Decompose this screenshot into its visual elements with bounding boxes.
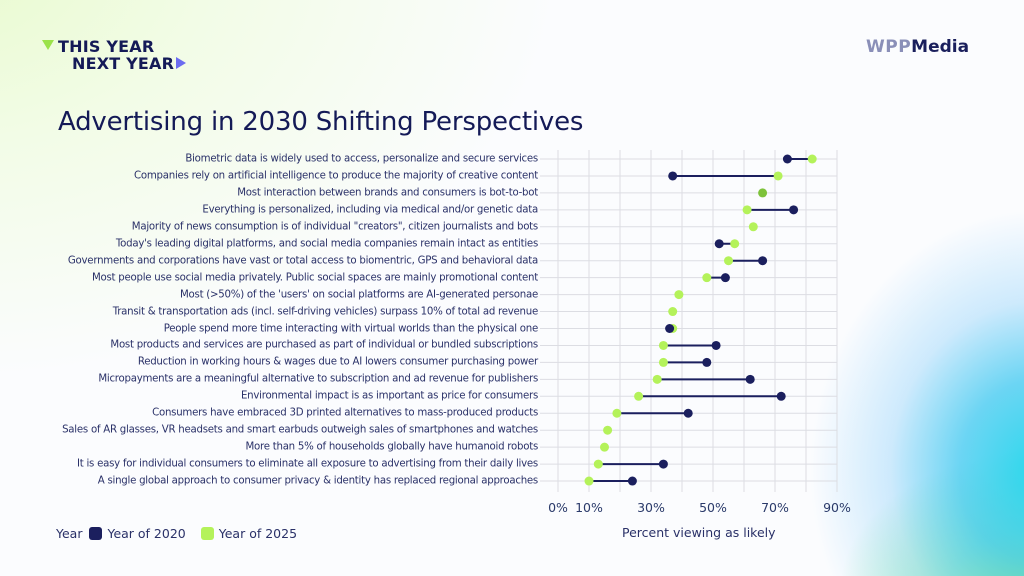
category-label: Companies rely on artificial intelligenc… [134,170,538,182]
data-point-2025 [724,256,733,266]
data-point-2025 [593,459,603,469]
logo-media: Media [911,37,970,57]
data-point-2025 [773,171,783,181]
logo-text-this-year: THIS YEAR [58,37,155,56]
data-point-2025 [658,357,668,367]
category-label: It is easy for individual consumers to e… [76,458,538,470]
data-point-2025 [658,340,668,350]
x-tick-label: 10% [575,500,603,515]
data-point-2020 [782,154,792,164]
data-point-overlap [758,188,768,198]
category-label: Governments and corporations have vast o… [67,255,538,267]
data-point-2020 [665,324,675,333]
x-tick-label: 50% [699,500,727,515]
data-point-2025 [674,290,684,300]
data-point-2025 [807,154,817,164]
category-label: Sales of AR glasses, VR headsets and sma… [62,424,538,436]
data-point-2025 [748,222,758,232]
category-label: Most (>50%) of the 'users' on social pla… [179,289,538,301]
data-point-2025 [634,391,644,401]
x-tick-label: 30% [637,500,665,515]
category-label: Biometric data is widely used to access,… [185,153,538,165]
data-point-2025 [652,374,662,384]
data-point-2020 [668,171,678,181]
category-label: People spend more time interacting with … [163,323,539,334]
category-label: Consumers have embraced 3D printed alter… [152,407,538,419]
logo-wpp: WPP [866,37,912,57]
data-point-2020 [776,391,786,401]
data-point-2025 [742,205,752,215]
data-point-2025 [730,239,740,249]
data-point-2025 [603,425,613,435]
data-point-2020 [658,459,668,469]
category-label: Today's leading digital platforms, and s… [115,238,538,250]
legend: Year Year of 2020 Year of 2025 [56,526,297,541]
data-point-2025 [668,307,678,317]
data-point-2020 [720,273,730,283]
data-point-2025 [600,442,609,452]
logo-line-1: THIS YEAR [42,38,186,55]
data-point-2020 [627,476,637,486]
data-point-2020 [758,256,768,266]
chart-title: Advertising in 2030 Shifting Perspective… [58,107,584,137]
category-label: Most people use social media privately. … [91,272,538,284]
triangle-right-icon [176,57,187,69]
x-tick-label: 0% [548,500,568,515]
data-point-2020 [745,374,755,384]
category-label: Reduction in working hours & wages due t… [137,356,538,368]
x-axis-title: Percent viewing as likely [622,525,776,540]
grid [540,150,838,492]
wpp-media-logo: WPPMedia [866,37,969,57]
x-axis-ticks: 0% 10% 30% 50% 70% 90% [548,500,851,515]
data-point-2025 [612,408,622,418]
category-label: More than 5% of households globally have… [245,441,539,453]
legend-swatch-2025 [200,527,214,540]
category-label: Micropayments are a meaningful alternati… [98,373,538,385]
data-marks [584,154,817,486]
logo-line-2: NEXT YEAR [42,54,187,73]
category-label: Majority of news consumption is of indiv… [131,221,538,233]
data-point-2025 [584,476,594,486]
legend-label-2025: Year of 2025 [218,526,298,541]
data-point-2020 [789,205,799,215]
x-tick-label: 70% [761,500,789,515]
legend-label-2020: Year of 2020 [107,526,186,541]
data-point-2020 [702,357,712,367]
category-label: Everything is personalized, including vi… [202,204,538,216]
logo-text-next-year: NEXT YEAR [72,54,175,73]
legend-item-2025[interactable]: Year of 2025 [194,526,297,541]
triangle-down-icon [42,40,54,50]
legend-item-2020[interactable]: Year of 2020 [82,526,186,541]
category-label: A single global approach to consumer pri… [97,475,539,487]
data-point-2020 [683,408,693,418]
category-label: Most products and services are purchased… [110,339,538,351]
category-label: Environmental impact is as important as … [240,390,538,402]
x-tick-label: 90% [823,500,851,515]
data-point-2020 [714,239,724,249]
data-point-2020 [711,340,721,350]
this-year-next-year-logo: THIS YEAR NEXT YEAR [42,38,187,73]
legend-swatch-2020 [89,527,103,540]
category-label: Most interaction between brands and cons… [237,187,538,199]
category-label: Transit & transportation ads (incl. self… [112,306,538,318]
legend-title: Year [56,526,83,541]
data-point-2025 [702,273,712,283]
